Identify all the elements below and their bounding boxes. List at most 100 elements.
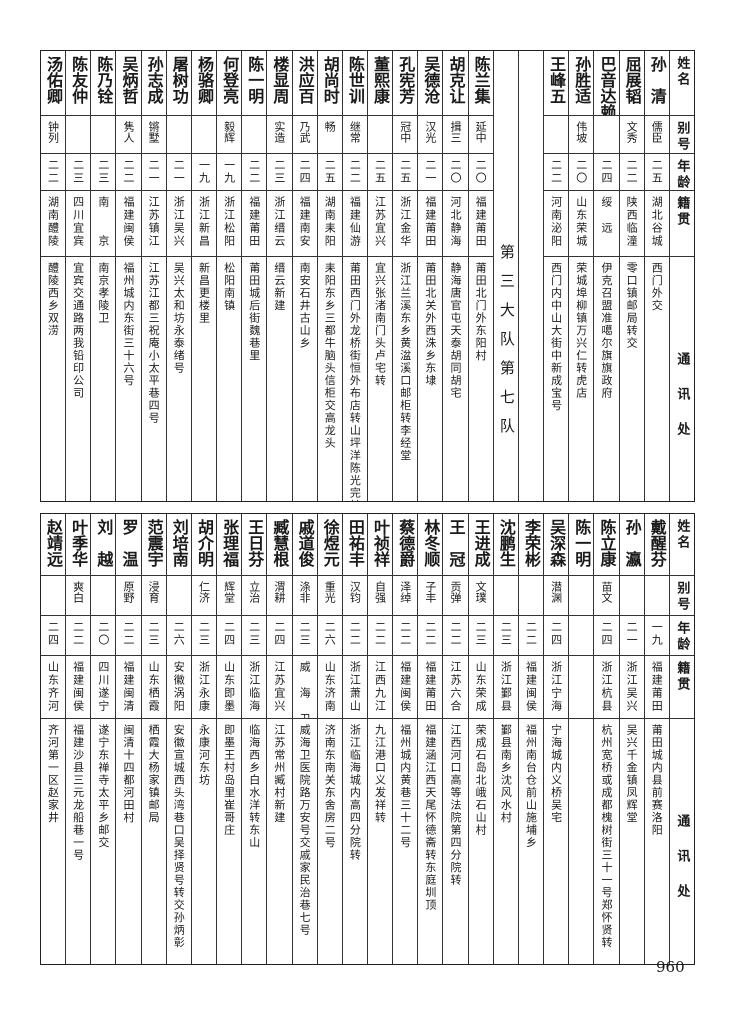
cell-name: 吴德沧 bbox=[418, 51, 443, 116]
cell-name: 李荣彬 bbox=[518, 514, 544, 576]
person-origin: 南 京 bbox=[96, 196, 110, 248]
person-address: 鄞县南乡沈风水村 bbox=[499, 724, 513, 824]
cell-address: 西门外交 bbox=[645, 257, 669, 501]
person-address: 莆田城后街魏巷里 bbox=[247, 262, 261, 362]
person-origin: 湖南耒阳 bbox=[323, 196, 337, 248]
header-cell-name: 姓名 bbox=[669, 514, 694, 576]
cell-age: 二三 bbox=[493, 616, 518, 656]
person-age: 二〇 bbox=[96, 621, 110, 647]
person-age: 二二 bbox=[625, 159, 639, 185]
cell-name: 胡克让 bbox=[443, 51, 468, 116]
cell-origin: 福建闽侯 bbox=[393, 656, 418, 719]
person-alias: 冠中 bbox=[398, 121, 412, 143]
cell-address: 威海卫医院路万安号交戚家民治巷七号 bbox=[293, 719, 317, 964]
cell-origin: 浙江吴兴 bbox=[166, 191, 191, 257]
person-column: 胡介明 仁济 二三 浙江永康 永康河东坊 bbox=[190, 514, 217, 964]
cell-age: 二二 bbox=[342, 616, 367, 656]
person-age: 二一 bbox=[423, 159, 437, 185]
person-address: 静海唐官屯天泰胡同胡宅 bbox=[449, 262, 463, 400]
cell-alias: 文秀 bbox=[619, 116, 644, 154]
person-age: 二二 bbox=[423, 621, 437, 647]
person-address: 济南东南关东舍房二号 bbox=[323, 724, 337, 849]
cell-address: 济南东南关东舍房二号 bbox=[318, 719, 342, 964]
cell-origin: 福建莆田 bbox=[418, 656, 443, 719]
cell-age: 二三 bbox=[141, 616, 166, 656]
person-alias: 原野 bbox=[121, 581, 135, 603]
person-name: 杨骆卿 bbox=[194, 56, 214, 104]
cell-origin: 福建闽清 bbox=[116, 656, 141, 719]
cell-age: 二二 bbox=[40, 154, 66, 191]
person-column: 范震宇 浸育 二三 山东栖霞 栖霞大杨家镇邮局 bbox=[140, 514, 166, 964]
cell-name: 陈一明 bbox=[242, 51, 267, 116]
cell-age: 二二 bbox=[116, 154, 141, 191]
person-name: 陈友仲 bbox=[69, 56, 89, 104]
person-origin: 浙江吴兴 bbox=[172, 196, 186, 248]
cell-alias: 隽人 bbox=[116, 116, 141, 154]
person-name: 吴深森 bbox=[547, 519, 567, 567]
person-origin: 浙江萧山 bbox=[348, 661, 362, 713]
person-name: 李荣彬 bbox=[521, 519, 541, 567]
person-origin: 福建莆田 bbox=[474, 196, 488, 248]
cell-address: 福建沙县三元龙船巷一号 bbox=[66, 719, 90, 964]
cell-name: 王日芬 bbox=[242, 514, 267, 576]
person-alias: 汉光 bbox=[423, 121, 437, 143]
header-cell-name: 姓名 bbox=[669, 51, 694, 116]
cell-age: 二二 bbox=[66, 616, 91, 656]
cell-origin: 山东齐河 bbox=[40, 656, 66, 719]
person-name: 孔宪芳 bbox=[396, 56, 416, 104]
cell-name: 沈鹏生 bbox=[493, 514, 518, 576]
person-name: 陈立康 bbox=[597, 519, 617, 567]
cell-alias bbox=[40, 576, 66, 616]
cell-origin: 江苏宜兴 bbox=[367, 191, 393, 257]
cell-age: 二六 bbox=[317, 616, 342, 656]
header-name: 姓名 bbox=[674, 519, 690, 551]
person-name: 何登亮 bbox=[220, 56, 240, 104]
person-age: 二二 bbox=[524, 621, 538, 647]
cell-address: 安徽宣城西头湾巷口吴择贤号转交孙炳彰 bbox=[167, 719, 191, 964]
person-age: 二六 bbox=[323, 621, 337, 647]
person-address: 松阳南镇 bbox=[222, 262, 236, 312]
cell-alias bbox=[242, 116, 267, 154]
cell-alias bbox=[569, 576, 594, 616]
person-alias: 渭耕 bbox=[272, 581, 286, 603]
cell-origin: 陕西临潼 bbox=[619, 191, 644, 257]
header-cell-origin: 籍贯 bbox=[669, 656, 694, 719]
cell-address: 浙江兰溪东乡黄湓溪口邮柜转李经堂 bbox=[393, 257, 417, 501]
cell-name: 王进成 bbox=[468, 514, 493, 576]
cell-alias: 浸育 bbox=[141, 576, 166, 616]
person-age: 二二 bbox=[398, 621, 412, 647]
person-column: 胡克让 揖三 二〇 河北静海 静海唐官屯天泰胡同胡宅 bbox=[442, 51, 468, 501]
person-alias: 涤非 bbox=[298, 581, 312, 603]
person-column: 叶季华 爽白 二二 福建闽侯 福建沙县三元龙船巷一号 bbox=[65, 514, 91, 964]
person-age: 二三 bbox=[96, 159, 110, 185]
cell-alias: 文璞 bbox=[468, 576, 493, 616]
empty-column bbox=[517, 51, 543, 501]
cell-name: 陈一明 bbox=[569, 514, 594, 576]
cell-address: 莆田北门外东阳村 bbox=[469, 257, 493, 501]
person-address: 福建涵江西天尾怀德斋转东庭圳顶 bbox=[423, 724, 437, 912]
person-age: 二〇 bbox=[474, 159, 488, 185]
person-origin: 四川遂宁 bbox=[96, 661, 110, 713]
cell-age: 一九 bbox=[217, 154, 242, 191]
cell-name: 田祐丰 bbox=[342, 514, 367, 576]
cell-origin: 浙江宁海 bbox=[544, 656, 569, 719]
person-name: 叶祯祥 bbox=[371, 519, 391, 567]
cell-alias: 实造 bbox=[267, 116, 292, 154]
cell-origin: 福建莆田 bbox=[418, 191, 443, 257]
cell-address: 荣城埠柳镇万兴仁转虎店 bbox=[569, 257, 593, 501]
person-age: 二三 bbox=[147, 621, 161, 647]
person-origin: 浙江松阳 bbox=[222, 196, 236, 248]
person-age: 二二 bbox=[247, 159, 261, 185]
person-name: 孙胜适 bbox=[572, 56, 592, 104]
cell-age: 二五 bbox=[393, 154, 418, 191]
header-alias: 别号 bbox=[674, 121, 690, 153]
cell-origin: 山东即墨 bbox=[217, 656, 242, 719]
person-address: 吴兴千金镇凤辉堂 bbox=[625, 724, 639, 824]
person-origin: 福建闽侯 bbox=[71, 661, 85, 713]
cell-age: 二三 bbox=[66, 154, 91, 191]
person-name: 吴炳哲 bbox=[119, 56, 139, 104]
person-name: 汤佑卿 bbox=[44, 56, 64, 104]
cell-name: 孙 清 bbox=[644, 51, 669, 116]
person-age: 二二 bbox=[449, 621, 463, 647]
cell-origin: 浙江新昌 bbox=[191, 191, 217, 257]
